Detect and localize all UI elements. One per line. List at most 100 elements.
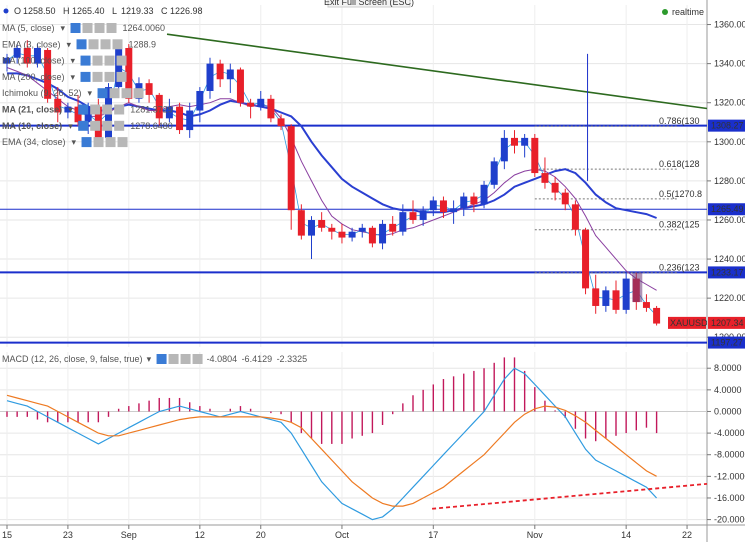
indicator-edit-button[interactable]: [94, 23, 105, 33]
indicator-close-button[interactable]: [112, 39, 123, 50]
ohlc-c-label: C: [161, 6, 168, 16]
visible-icon: [90, 120, 101, 131]
candle-body: [115, 47, 123, 88]
indicator-settings-button[interactable]: [80, 55, 91, 66]
macd-edit-button[interactable]: [180, 354, 191, 364]
indicator-close-button[interactable]: [117, 137, 128, 148]
chevron-down-icon: ▾: [61, 23, 66, 33]
candle-body: [511, 137, 518, 146]
indicator-visible-button[interactable]: [92, 71, 103, 82]
candle-body: [176, 106, 184, 131]
tag-upper-bg: [708, 119, 745, 132]
x-axis-tick-label: Oct: [335, 530, 350, 540]
macd-legend-v1: -4.0804: [207, 354, 238, 364]
indicator-close-button[interactable]: [116, 55, 127, 66]
candle-body: [561, 192, 569, 205]
price-axis-tick-label: 1280.00: [714, 176, 745, 186]
indicator-visible-button[interactable]: [82, 23, 93, 33]
candle-body: [23, 47, 31, 64]
candle-body: [145, 83, 153, 95]
close-icon: [116, 55, 127, 66]
edit-icon: [102, 120, 113, 131]
tag-mid: 1265.49: [711, 204, 744, 214]
indicator-close-button[interactable]: [116, 71, 127, 82]
indicator-settings-button[interactable]: [97, 88, 108, 99]
candle-body: [226, 69, 234, 80]
indicator-visible-button[interactable]: [93, 137, 104, 148]
close-icon: [116, 71, 127, 82]
indicator-label: Ichimoku (9, 26, 52): [2, 88, 82, 98]
settings-icon: [80, 55, 91, 66]
highlight-box: [632, 272, 643, 303]
indicator-settings-button[interactable]: [78, 120, 89, 131]
candle-body: [318, 219, 326, 228]
indicator-edit-button[interactable]: [104, 55, 115, 66]
indicator-edit-button[interactable]: [100, 39, 111, 50]
ohlc-h-label: H: [63, 6, 70, 16]
candle-body: [470, 196, 478, 205]
chevron-down-icon: ▾: [71, 56, 76, 66]
candle-body: [541, 173, 549, 183]
indicator-edit-button[interactable]: [102, 104, 113, 115]
edit-icon: [121, 88, 132, 99]
candle-body: [13, 47, 21, 58]
visible-icon: [92, 55, 103, 66]
indicator-settings-button[interactable]: [78, 104, 89, 115]
x-axis-tick-label: Nov: [527, 530, 544, 540]
close-icon: [114, 120, 125, 131]
settings-icon: [76, 39, 87, 50]
settings-icon: [70, 23, 81, 33]
ohlc-o-label: O: [14, 6, 21, 16]
indicator-edit-button[interactable]: [102, 120, 113, 131]
candle-body: [277, 118, 285, 127]
indicator-settings-button[interactable]: [80, 71, 91, 82]
chevron-down-icon: ▾: [68, 121, 73, 131]
signal-line: [6, 394, 657, 507]
visible-icon: [82, 23, 93, 33]
indicator-visible-button[interactable]: [92, 55, 103, 66]
indicator-visible-button[interactable]: [109, 88, 120, 99]
realtime-label: realtime: [672, 7, 704, 17]
visible-icon: [109, 88, 120, 99]
indicator-close-button[interactable]: [106, 23, 117, 33]
candle-body: [399, 212, 407, 232]
candle-body: [287, 126, 295, 211]
macd-close-button[interactable]: [192, 354, 203, 364]
indicator-close-button[interactable]: [133, 88, 144, 99]
chevron-down-icon: ▾: [68, 105, 73, 115]
macd-visible-button[interactable]: [168, 354, 179, 364]
candle-body: [450, 208, 458, 213]
indicator-settings-button[interactable]: [81, 137, 92, 148]
realtime-status-icon: [662, 9, 668, 15]
ohlc-l-value: 1219.33: [121, 6, 154, 16]
indicator-edit-button[interactable]: [105, 137, 116, 148]
indicator-close-button[interactable]: [114, 104, 125, 115]
macd-legend-v3: -2.3325: [277, 354, 308, 364]
indicator-edit-button[interactable]: [104, 71, 115, 82]
settings-icon: [78, 120, 89, 131]
indicator-value: 1281.3729: [130, 105, 173, 115]
candle-body: [419, 210, 427, 220]
settings-icon: [80, 71, 91, 82]
indicator-settings-button[interactable]: [70, 23, 81, 33]
indicator-close-button[interactable]: [114, 120, 125, 131]
indicator-visible-button[interactable]: [88, 39, 99, 50]
visible-icon: [88, 39, 99, 50]
price-axis-tick-label: 1300.00: [714, 137, 745, 147]
edit-icon: [102, 104, 113, 115]
tag-low-bg: [708, 266, 745, 279]
indicator-visible-button[interactable]: [90, 120, 101, 131]
tag-bottom-bg: [708, 336, 745, 349]
price-axis-tick-label: 1220.00: [714, 293, 745, 303]
exit-fullscreen-button[interactable]: [327, 0, 411, 8]
candle-body: [3, 57, 11, 64]
indicator-visible-button[interactable]: [90, 104, 101, 115]
candle-body: [612, 290, 620, 310]
indicator-settings-button[interactable]: [76, 39, 87, 50]
candle-body: [642, 302, 650, 308]
indicator-edit-button[interactable]: [121, 88, 132, 99]
macd-settings-button[interactable]: [156, 354, 167, 364]
x-axis-tick-label: 23: [63, 530, 73, 540]
candle-body: [622, 278, 630, 310]
